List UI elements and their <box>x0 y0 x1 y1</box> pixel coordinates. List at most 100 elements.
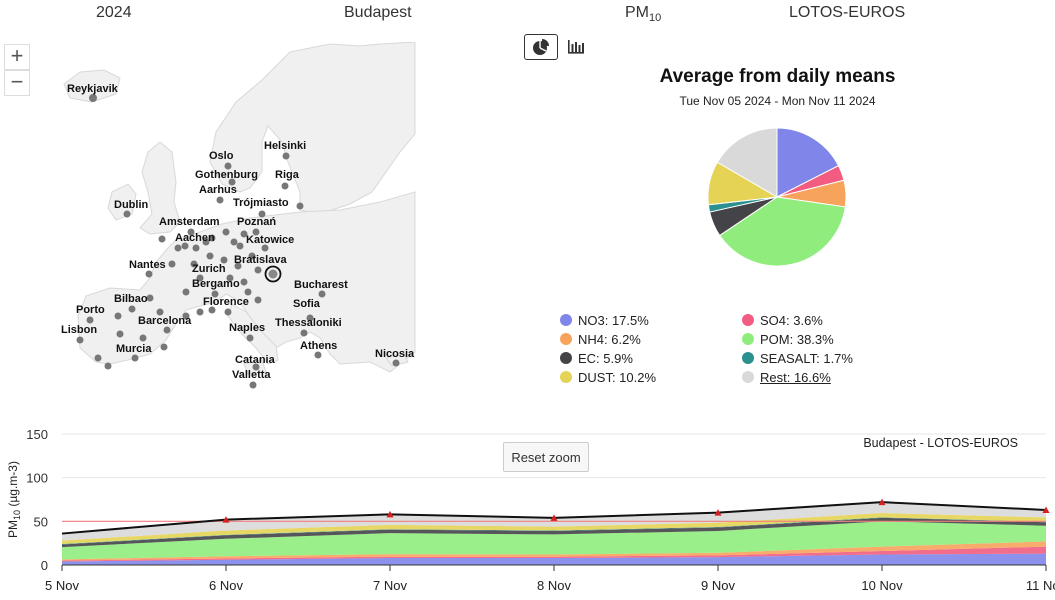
exceedance-marker[interactable] <box>222 516 230 523</box>
city-dot-katowice[interactable] <box>261 244 269 252</box>
city-dot-nicosia[interactable] <box>392 359 400 367</box>
ireland-shape <box>107 183 137 221</box>
legend-item-ec[interactable]: EC: 5.9% <box>560 349 633 367</box>
station-dot[interactable] <box>254 296 262 304</box>
station-dot[interactable] <box>146 294 154 302</box>
timeseries-chart[interactable]: 0 50 100 150 5 Nov 6 Nov 7 Nov 8 Nov 9 Nov 10 Nov… <box>0 420 1055 600</box>
city-label: Florence <box>203 296 249 308</box>
exceedance-marker[interactable] <box>386 510 394 518</box>
station-dot[interactable] <box>220 256 228 264</box>
station-dot[interactable] <box>236 242 244 250</box>
area-series-so4[interactable] <box>62 546 1046 562</box>
city-dot-trojmiasto[interactable] <box>258 210 266 218</box>
city-dot-catania[interactable] <box>252 363 260 371</box>
legend-item-dust[interactable]: DUST: 10.2% <box>560 368 656 386</box>
x-tick-label: 5 Nov <box>45 578 79 593</box>
pie-view-toggle[interactable] <box>524 34 558 60</box>
area-series-seasalt[interactable] <box>62 517 1046 545</box>
legend-item-seasalt[interactable]: SEASALT: 1.7% <box>742 349 853 367</box>
area-series-ec[interactable] <box>62 517 1046 548</box>
city-dot-porto[interactable] <box>86 316 94 324</box>
city-dot-bergamo[interactable] <box>211 290 219 298</box>
station-dot[interactable] <box>296 202 304 210</box>
city-dot-oslo[interactable] <box>224 162 232 170</box>
area-series-no3[interactable] <box>62 553 1046 565</box>
pie-subtitle: Tue Nov 05 2024 - Mon Nov 11 2024 <box>679 94 876 108</box>
station-dot[interactable] <box>174 244 182 252</box>
station-dot[interactable] <box>244 288 252 296</box>
exceedance-marker[interactable] <box>550 514 558 521</box>
station-dot[interactable] <box>160 343 168 351</box>
city-label: Amsterdam <box>159 216 220 228</box>
city-dot-bucharest[interactable] <box>318 290 326 298</box>
station-dot[interactable] <box>234 262 242 270</box>
city-dot-nantes[interactable] <box>145 270 153 278</box>
station-dot[interactable] <box>208 234 216 242</box>
city-dot-bilbao[interactable] <box>128 305 136 313</box>
city-dot-aarhus[interactable] <box>216 196 224 204</box>
city-dot-lisbon[interactable] <box>76 336 84 344</box>
station-dot[interactable] <box>156 308 164 316</box>
legend-item-pom[interactable]: POM: 38.3% <box>742 330 834 348</box>
legend-item-no3[interactable]: NO3: 17.5% <box>560 311 649 329</box>
city-dot-bratislava[interactable] <box>254 266 262 274</box>
station-dot[interactable] <box>240 278 248 286</box>
station-dot[interactable] <box>222 228 230 236</box>
station-dot[interactable] <box>182 288 190 296</box>
station-dot[interactable] <box>139 334 147 342</box>
station-dot[interactable] <box>248 252 256 260</box>
bar-view-toggle[interactable] <box>559 34 593 60</box>
city-dot-riga[interactable] <box>281 182 289 190</box>
pie-slice-rest[interactable] <box>716 127 778 198</box>
city-dot-budapest[interactable] <box>268 269 278 279</box>
station-dot[interactable] <box>196 308 204 316</box>
station-dot[interactable] <box>104 362 112 370</box>
city-dot-zurich[interactable] <box>196 274 204 282</box>
exceedance-marker[interactable] <box>1042 506 1050 513</box>
station-dot[interactable] <box>158 235 166 243</box>
station-dot[interactable] <box>206 252 214 260</box>
city-dot-reykjavik[interactable] <box>89 94 97 102</box>
city-dot-florence[interactable] <box>224 308 232 316</box>
city-dot-gothenburg[interactable] <box>228 178 236 186</box>
city-dot-poznan[interactable] <box>252 228 260 236</box>
city-dot-naples[interactable] <box>246 334 254 342</box>
legend-item-so4[interactable]: SO4: 3.6% <box>742 311 823 329</box>
station-dot[interactable] <box>202 238 210 246</box>
station-dot[interactable] <box>168 260 176 268</box>
city-dot-amsterdam[interactable] <box>187 228 195 236</box>
city-dot-thessaloniki[interactable] <box>300 329 308 337</box>
station-dot[interactable] <box>226 274 234 282</box>
station-dot[interactable] <box>208 306 216 314</box>
station-dot[interactable] <box>190 260 198 268</box>
legend-item-rest[interactable]: Rest: 16.6% <box>742 368 831 386</box>
city-dot-barcelona[interactable] <box>163 326 171 334</box>
pie-slice-no3[interactable] <box>776 127 840 198</box>
city-dot-dublin[interactable] <box>123 210 131 218</box>
city-dot-valletta[interactable] <box>249 381 257 389</box>
station-dot[interactable] <box>192 244 200 252</box>
exceedance-marker[interactable] <box>878 498 886 506</box>
station-dot[interactable] <box>182 312 190 320</box>
city-dot-athens[interactable] <box>314 351 322 359</box>
area-series-pom[interactable] <box>62 521 1046 560</box>
city-dot-murcia[interactable] <box>131 354 139 362</box>
zoom-in-button[interactable]: + <box>4 44 30 70</box>
exceedance-marker[interactable] <box>714 509 722 516</box>
pie-slice-pom[interactable] <box>718 196 846 267</box>
station-dot[interactable] <box>114 312 122 320</box>
city-dot-aachen[interactable] <box>181 242 189 250</box>
zoom-out-button[interactable]: − <box>4 70 30 96</box>
station-dot[interactable] <box>116 330 124 338</box>
station-dot[interactable] <box>94 354 102 362</box>
y-tick-label: 100 <box>26 471 48 486</box>
area-series-nh4[interactable] <box>62 541 1046 561</box>
reset-zoom-button[interactable]: Reset zoom <box>503 442 589 472</box>
station-dot[interactable] <box>230 238 238 246</box>
europe-map[interactable]: Reykjavik Helsinki Oslo Gothenburg Riga … <box>0 42 420 402</box>
legend-item-nh4[interactable]: NH4: 6.2% <box>560 330 641 348</box>
city-dot-helsinki[interactable] <box>282 152 290 160</box>
model-label: LOTOS-EUROS <box>789 4 906 21</box>
city-dot-sofia[interactable] <box>306 314 314 322</box>
station-dot[interactable] <box>240 230 248 238</box>
